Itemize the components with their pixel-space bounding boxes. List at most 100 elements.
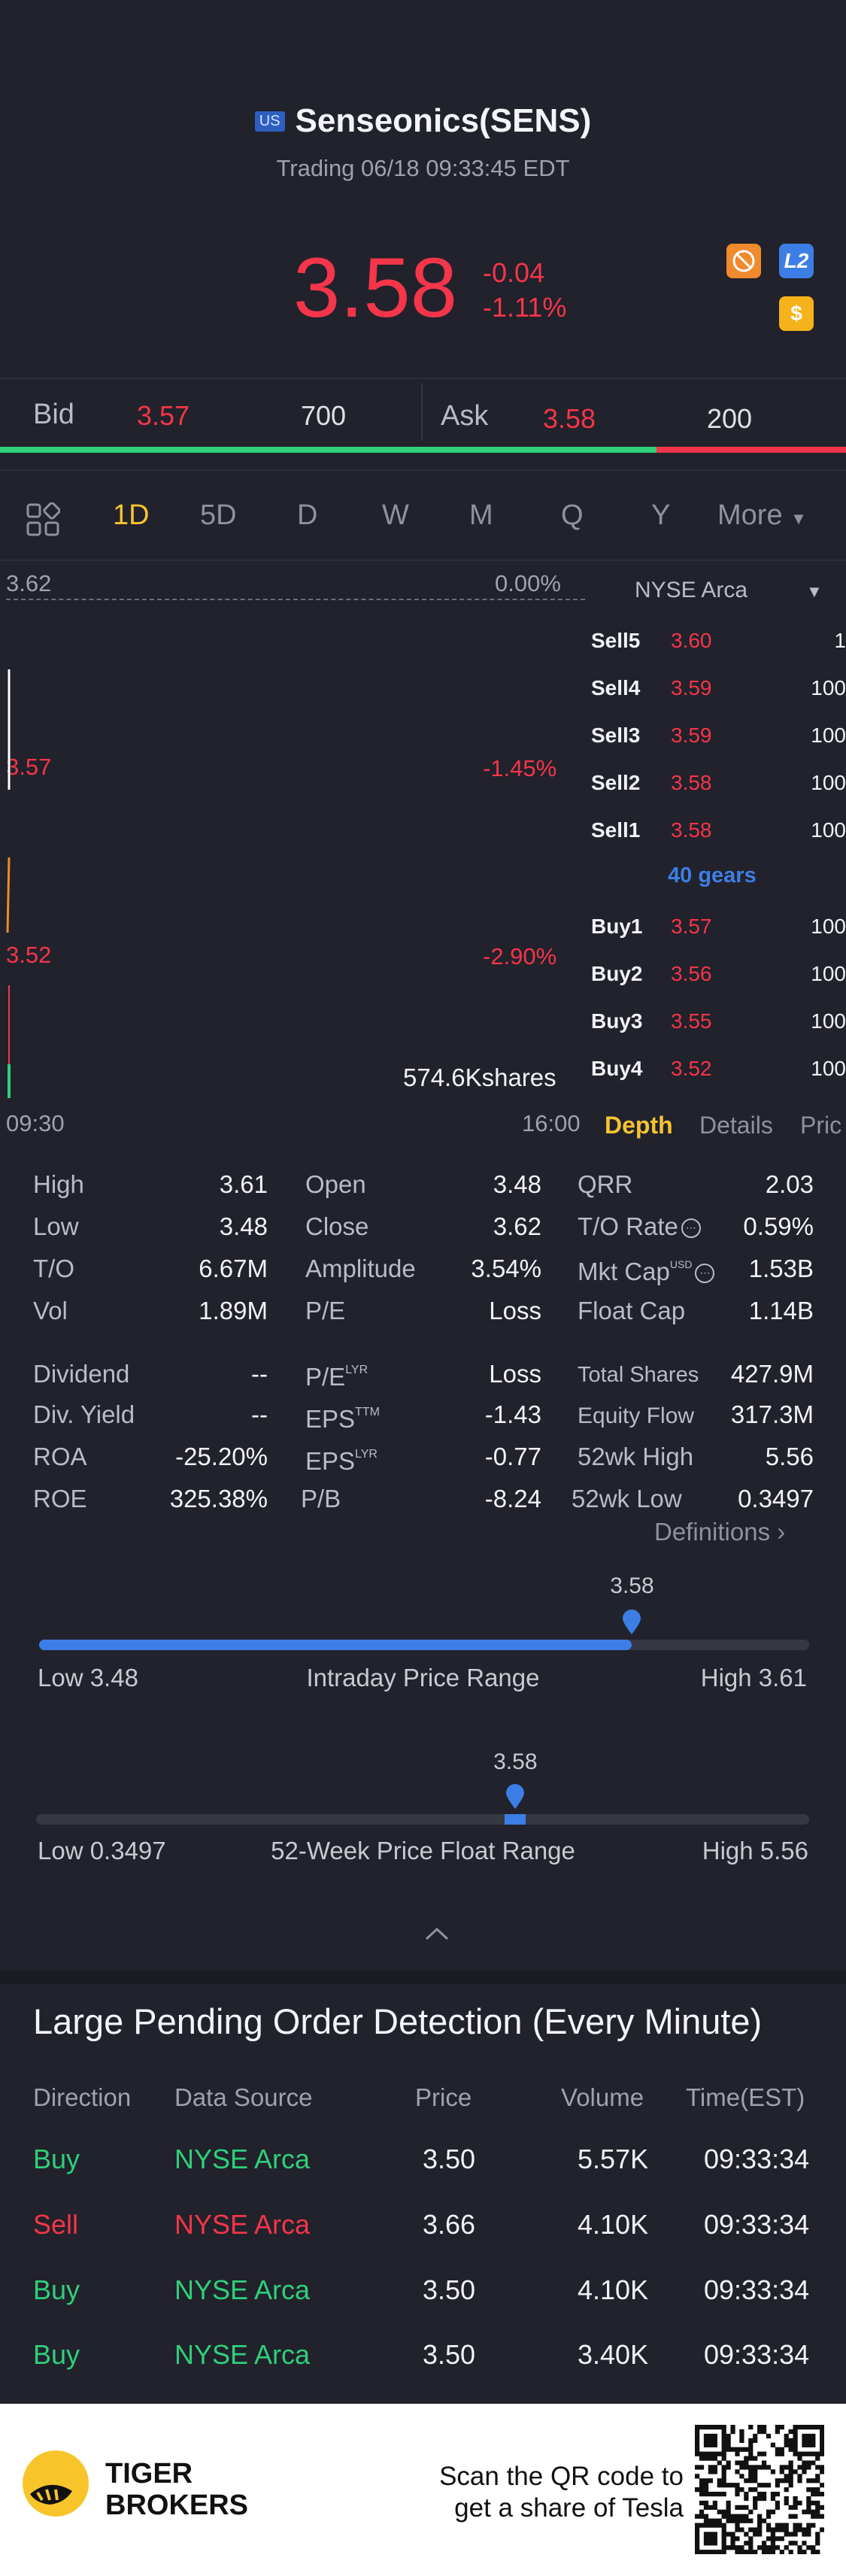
week52-high: High 5.56 bbox=[702, 1837, 808, 1864]
stat-sup: LYR bbox=[345, 1364, 368, 1376]
ob-price: 3.56 bbox=[671, 961, 712, 985]
caret-down-icon[interactable]: ▼ bbox=[806, 582, 823, 601]
order-volume: 5.57K bbox=[578, 2144, 649, 2174]
ob-price: 3.59 bbox=[671, 675, 712, 699]
intraday-fill bbox=[39, 1640, 632, 1650]
brand-name: TIGER BROKERS bbox=[105, 2458, 248, 2521]
ob-label: Buy2 bbox=[591, 961, 643, 985]
tab-price[interactable]: Pric bbox=[800, 1112, 842, 1139]
col-direction: Direction bbox=[33, 2083, 132, 2111]
stat-value: 2.03 bbox=[765, 1170, 814, 1198]
stat-label-with-info[interactable]: T/O Rate ⋯ bbox=[578, 1212, 701, 1241]
chart-settings-icon[interactable] bbox=[26, 502, 61, 541]
stat-sup: LYR bbox=[355, 1448, 378, 1461]
intraday-low: Low 3.48 bbox=[38, 1664, 138, 1692]
stat-label: Float Cap bbox=[578, 1297, 686, 1324]
chevron-right-icon: › bbox=[777, 1518, 786, 1546]
volume-label: 574.6Kshares bbox=[403, 1063, 556, 1091]
dollar-badge[interactable]: $ bbox=[779, 296, 814, 331]
tab-quarter[interactable]: Q bbox=[561, 499, 584, 531]
stat-label: Dividend bbox=[33, 1360, 130, 1388]
stat-label: Low bbox=[33, 1212, 79, 1240]
tab-1d[interactable]: 1D bbox=[113, 499, 150, 531]
stat-value: 1.14B bbox=[748, 1297, 814, 1324]
week52-low: Low 0.3497 bbox=[38, 1837, 166, 1864]
order-time: 09:33:34 bbox=[704, 2339, 810, 2370]
stat-value: -25.20% bbox=[175, 1443, 268, 1470]
grid-icon bbox=[26, 502, 61, 536]
stat-label: EPS bbox=[305, 1405, 356, 1433]
ob-size: 1 bbox=[834, 628, 846, 652]
time-end: 16:00 bbox=[522, 1110, 581, 1136]
ob-price: 3.60 bbox=[671, 628, 712, 652]
stat-label: Equity Flow bbox=[578, 1403, 695, 1428]
stat-value: 6.67M bbox=[199, 1255, 268, 1282]
stat-label: P/E bbox=[305, 1297, 346, 1324]
brand-line2: BROKERS bbox=[105, 2490, 249, 2521]
order-price: 3.50 bbox=[423, 2274, 476, 2305]
order-price: 3.66 bbox=[423, 2209, 476, 2240]
week52-marker bbox=[505, 1814, 526, 1825]
stat-value: 3.62 bbox=[493, 1212, 541, 1240]
exchange-select[interactable]: NYSE Arca bbox=[635, 578, 747, 603]
info-icon[interactable]: ⋯ bbox=[681, 1218, 701, 1239]
definitions-link[interactable]: Definitions › bbox=[654, 1518, 785, 1546]
tab-year[interactable]: Y bbox=[651, 499, 671, 531]
more-tab[interactable]: More ▼ bbox=[717, 499, 807, 532]
tab-details[interactable]: Details bbox=[699, 1112, 773, 1139]
ask-price: 3.58 bbox=[543, 403, 596, 434]
no-short-icon[interactable] bbox=[726, 244, 761, 278]
stat-value: 5.56 bbox=[765, 1443, 814, 1470]
promo-footer: TIGER BROKERS Scan the QR code to get a … bbox=[0, 2404, 846, 2576]
ask-label: Ask bbox=[441, 400, 489, 432]
stat-label-with-info[interactable]: Mkt CapUSD⋯ bbox=[578, 1258, 715, 1286]
stat-value: 1.89M bbox=[199, 1297, 268, 1324]
tab-5d[interactable]: 5D bbox=[200, 499, 237, 531]
tab-depth[interactable]: Depth bbox=[605, 1112, 673, 1139]
definitions-label: Definitions bbox=[654, 1518, 771, 1546]
intraday-current-label: 3.58 bbox=[610, 1573, 654, 1598]
stat-label: T/O Rate bbox=[578, 1212, 678, 1240]
tab-week[interactable]: W bbox=[382, 499, 409, 531]
ob-label: Sell3 bbox=[591, 723, 641, 747]
level2-badge[interactable]: L2 bbox=[779, 244, 814, 278]
collapse-chevron-up-icon[interactable] bbox=[424, 1925, 450, 1946]
gears-link[interactable]: 40 gears bbox=[668, 863, 757, 887]
stat-label: Mkt Cap bbox=[578, 1258, 670, 1285]
stat-label: Amplitude bbox=[305, 1255, 416, 1282]
map-pin-icon bbox=[622, 1610, 641, 1639]
brand-line1: TIGER bbox=[105, 2458, 193, 2490]
stat-value: -8.24 bbox=[484, 1485, 541, 1513]
stat-label: QRR bbox=[578, 1170, 633, 1198]
stat-label: Div. Yield bbox=[33, 1400, 135, 1428]
order-volume: 4.10K bbox=[578, 2274, 649, 2305]
intraday-high: High 3.61 bbox=[700, 1664, 807, 1692]
order-volume: 3.40K bbox=[578, 2339, 649, 2370]
orderbook-row: Sell2 3.58 100 bbox=[591, 759, 846, 806]
bid-ratio-fill bbox=[0, 447, 656, 453]
order-source: NYSE Arca bbox=[174, 2339, 311, 2370]
chart-mid-price: 3.57 bbox=[6, 754, 52, 780]
chart-low-price: 3.52 bbox=[6, 942, 52, 968]
order-source: NYSE Arca bbox=[174, 2209, 311, 2240]
ob-price: 3.59 bbox=[671, 723, 712, 747]
stat-label: ROA bbox=[33, 1443, 87, 1470]
qr-line2: get a share of Tesla bbox=[454, 2493, 684, 2523]
tab-month[interactable]: M bbox=[469, 499, 493, 531]
ob-label: Sell5 bbox=[591, 628, 641, 652]
stat-value: 325.38% bbox=[169, 1485, 268, 1513]
stat-value: 317.3M bbox=[730, 1400, 814, 1428]
info-icon[interactable]: ⋯ bbox=[695, 1264, 715, 1284]
stat-sup: TTM bbox=[355, 1406, 380, 1418]
bid-label: Bid bbox=[33, 399, 74, 430]
stat-value: Loss bbox=[489, 1297, 541, 1324]
stat-label: T/O bbox=[33, 1255, 74, 1282]
ask-size: 200 bbox=[707, 403, 753, 434]
divider bbox=[0, 378, 846, 379]
stat-value: 3.48 bbox=[493, 1170, 541, 1198]
orderbook-row: Sell1 3.58 100 bbox=[591, 806, 846, 854]
qr-code-icon[interactable] bbox=[695, 2425, 825, 2558]
orderbook-row: Buy1 3.57 100 bbox=[591, 903, 846, 950]
ob-size: 100 bbox=[811, 914, 846, 938]
tab-day[interactable]: D bbox=[297, 499, 318, 531]
